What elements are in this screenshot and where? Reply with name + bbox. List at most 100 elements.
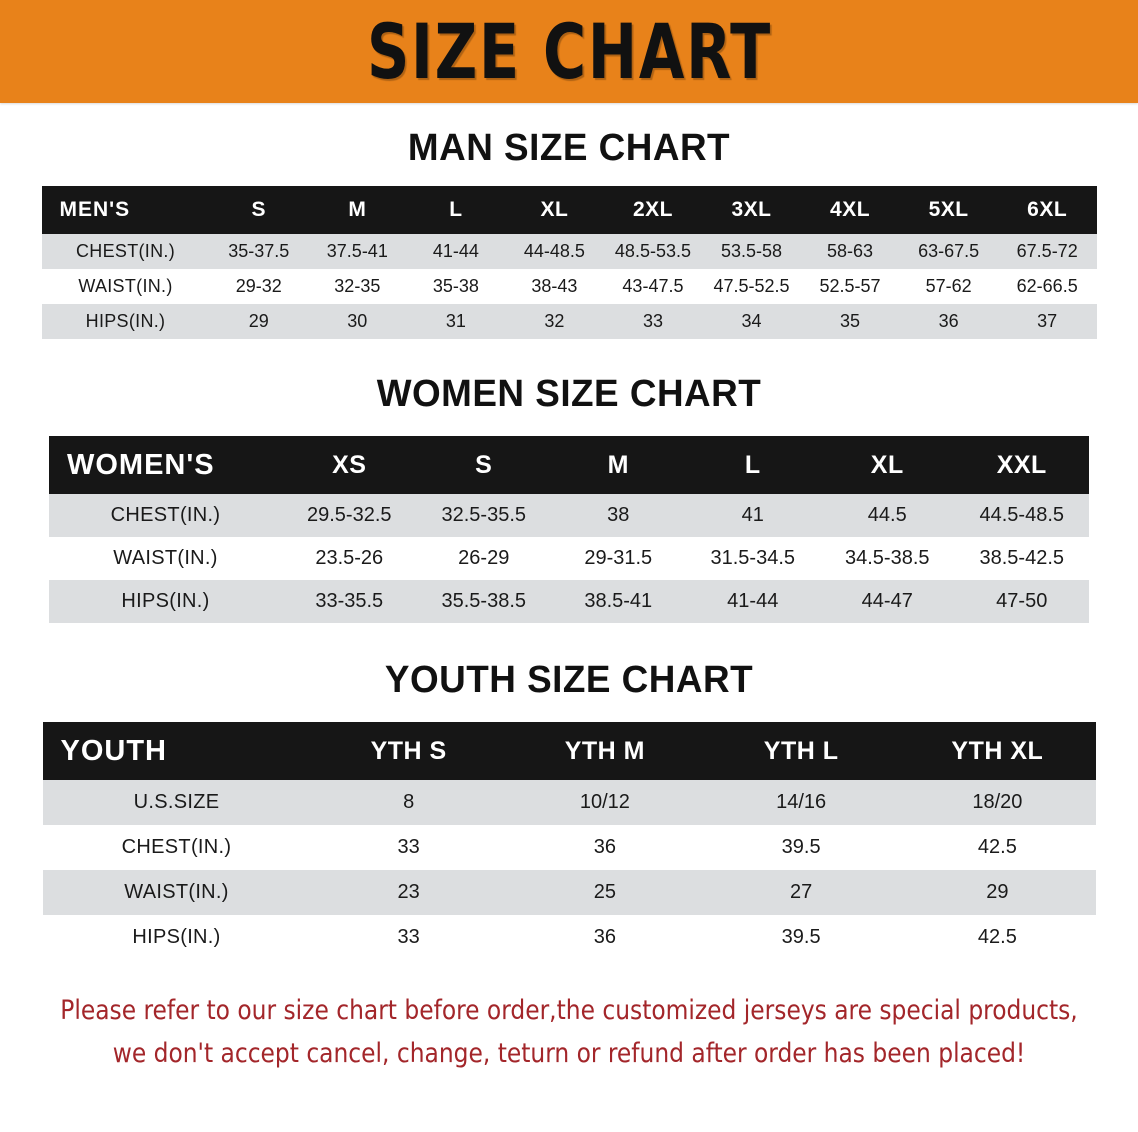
- women-hips-s: 35.5-38.5: [416, 580, 551, 623]
- youth-col-header-s: YTH S: [370, 736, 447, 765]
- youth-table-header: YOUTH YTH S YTH M YTH L YTH XL: [42, 722, 1096, 780]
- youth-waist-s: 23: [310, 870, 507, 915]
- women-chest-l: 41: [685, 494, 820, 537]
- order-policy-note: Please refer to our size chart before or…: [45, 990, 1094, 1076]
- man-hips-6xl: 37: [997, 304, 1097, 339]
- man-size-table: MEN'S S M L XL 2XL 3XL 4XL 5XL 6XL CHEST…: [41, 186, 1097, 339]
- man-chest-l: 41-44: [406, 234, 506, 269]
- man-col-header-3xl: 3XL: [731, 198, 772, 221]
- youth-section-title: YOUTH SIZE CHART: [384, 659, 754, 701]
- man-waist-m: 32-35: [308, 269, 407, 304]
- women-corner-label: WOMEN'S: [67, 448, 215, 481]
- women-col-header-l: L: [744, 450, 761, 479]
- youth-size-table-wrapper: YOUTH YTH S YTH M YTH L YTH XL U.S.SIZE …: [0, 722, 1138, 960]
- man-chest-xl: 44-48.5: [505, 234, 604, 269]
- man-col-header-2xl: 2XL: [632, 198, 673, 221]
- man-col-header-5xl: 5XL: [928, 198, 969, 221]
- youth-chest-l: 39.5: [703, 825, 900, 870]
- man-waist-xl: 38-43: [505, 269, 604, 304]
- man-hips-l: 31: [406, 304, 506, 339]
- order-policy-note-line-2: we don't accept cancel, change, teturn o…: [112, 1037, 1026, 1069]
- man-col-header-4xl: 4XL: [830, 198, 871, 221]
- man-col-header-xl: XL: [540, 198, 569, 221]
- man-chest-m: 37.5-41: [308, 234, 407, 269]
- man-table-body: CHEST(IN.) 35-37.5 37.5-41 41-44 44-48.5…: [41, 234, 1097, 339]
- man-chest-3xl: 53.5-58: [702, 234, 801, 269]
- man-waist-s: 29-32: [209, 269, 309, 304]
- youth-hips-xl: 42.5: [899, 915, 1096, 960]
- man-corner-label: MEN'S: [59, 198, 131, 221]
- table-row: WAIST(IN.) 29-32 32-35 35-38 38-43 43-47…: [41, 269, 1097, 304]
- table-row: CHEST(IN.) 33 36 39.5 42.5: [42, 825, 1096, 870]
- women-waist-s: 26-29: [416, 537, 551, 580]
- youth-ussize-m: 10/12: [506, 780, 703, 825]
- women-hips-xs: 33-35.5: [282, 580, 417, 623]
- youth-chest-m: 36: [506, 825, 703, 870]
- man-row-label-hips: HIPS(IN.): [41, 304, 210, 339]
- youth-waist-l: 27: [703, 870, 900, 915]
- women-chest-xxl: 44.5-48.5: [954, 494, 1089, 537]
- table-row: HIPS(IN.) 33 36 39.5 42.5: [42, 915, 1096, 960]
- women-section-title: WOMEN SIZE CHART: [376, 373, 762, 415]
- man-chest-6xl: 67.5-72: [997, 234, 1097, 269]
- table-row: WAIST(IN.) 23.5-26 26-29 29-31.5 31.5-34…: [49, 537, 1089, 580]
- man-hips-m: 30: [308, 304, 407, 339]
- man-row-label-chest: CHEST(IN.): [41, 234, 210, 269]
- women-waist-xl: 34.5-38.5: [820, 537, 955, 580]
- women-chest-xs: 29.5-32.5: [282, 494, 417, 537]
- page-title: SIZE CHART: [366, 6, 772, 96]
- women-waist-xs: 23.5-26: [282, 537, 417, 580]
- youth-ussize-l: 14/16: [703, 780, 900, 825]
- women-size-table: WOMEN'S XS S M L XL XXL CHEST(IN.) 29.5-…: [49, 436, 1089, 623]
- youth-row-label-us-size: U.S.SIZE: [42, 780, 311, 825]
- table-row: HIPS(IN.) 33-35.5 35.5-38.5 38.5-41 41-4…: [49, 580, 1089, 623]
- page-banner: SIZE CHART: [0, 0, 1138, 103]
- women-chest-xl: 44.5: [820, 494, 955, 537]
- youth-hips-s: 33: [310, 915, 507, 960]
- women-col-header-xs: XS: [332, 450, 367, 479]
- man-chest-s: 35-37.5: [209, 234, 309, 269]
- man-waist-3xl: 47.5-52.5: [702, 269, 801, 304]
- women-table-body: CHEST(IN.) 29.5-32.5 32.5-35.5 38 41 44.…: [49, 494, 1089, 623]
- man-chest-5xl: 63-67.5: [899, 234, 998, 269]
- man-hips-3xl: 34: [702, 304, 801, 339]
- women-table-header: WOMEN'S XS S M L XL XXL: [49, 436, 1089, 494]
- women-hips-l: 41-44: [685, 580, 820, 623]
- man-waist-l: 35-38: [406, 269, 506, 304]
- youth-hips-l: 39.5: [703, 915, 900, 960]
- women-row-label-chest: CHEST(IN.): [49, 494, 282, 537]
- order-policy-note-line-1: Please refer to our size chart before or…: [60, 995, 1078, 1026]
- youth-chest-xl: 42.5: [899, 825, 1096, 870]
- youth-col-header-xl: YTH XL: [951, 736, 1044, 765]
- man-col-header-m: M: [348, 198, 367, 221]
- youth-waist-m: 25: [506, 870, 703, 915]
- man-hips-4xl: 35: [800, 304, 900, 339]
- man-row-label-waist: WAIST(IN.): [41, 269, 210, 304]
- table-row: CHEST(IN.) 35-37.5 37.5-41 41-44 44-48.5…: [41, 234, 1097, 269]
- man-section-title: MAN SIZE CHART: [407, 127, 731, 169]
- women-col-header-xxl: XXL: [996, 450, 1047, 479]
- women-waist-xxl: 38.5-42.5: [954, 537, 1089, 580]
- table-row: CHEST(IN.) 29.5-32.5 32.5-35.5 38 41 44.…: [49, 494, 1089, 537]
- women-hips-m: 38.5-41: [551, 580, 686, 623]
- youth-hips-m: 36: [506, 915, 703, 960]
- man-chest-4xl: 58-63: [800, 234, 900, 269]
- women-col-header-s: S: [475, 450, 493, 479]
- women-hips-xxl: 47-50: [954, 580, 1089, 623]
- youth-row-label-waist: WAIST(IN.): [42, 870, 311, 915]
- youth-table-body: U.S.SIZE 8 10/12 14/16 18/20 CHEST(IN.) …: [42, 780, 1096, 960]
- youth-corner-label: YOUTH: [60, 734, 167, 767]
- women-row-label-hips: HIPS(IN.): [49, 580, 282, 623]
- youth-col-header-m: YTH M: [564, 736, 646, 765]
- youth-header-row: YOUTH YTH S YTH M YTH L YTH XL: [42, 722, 1096, 780]
- women-col-header-m: M: [607, 450, 629, 479]
- youth-row-label-hips: HIPS(IN.): [42, 915, 311, 960]
- youth-ussize-s: 8: [310, 780, 507, 825]
- man-waist-4xl: 52.5-57: [800, 269, 900, 304]
- man-hips-5xl: 36: [899, 304, 998, 339]
- women-hips-xl: 44-47: [820, 580, 955, 623]
- man-header-row: MEN'S S M L XL 2XL 3XL 4XL 5XL 6XL: [41, 186, 1097, 234]
- youth-row-label-chest: CHEST(IN.): [42, 825, 311, 870]
- women-chest-m: 38: [551, 494, 686, 537]
- man-chest-2xl: 48.5-53.5: [603, 234, 703, 269]
